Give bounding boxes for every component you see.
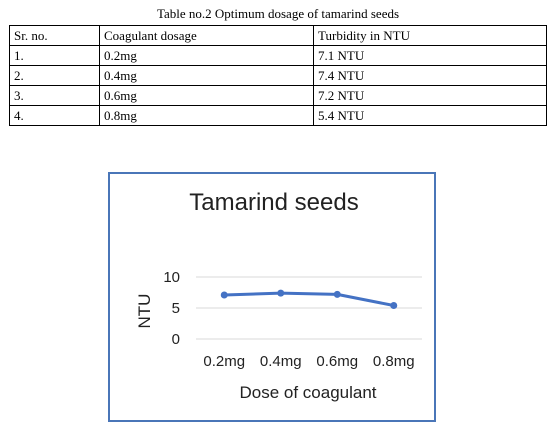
header-turbidity: Turbidity in NTU [313,25,547,46]
x-axis-label: Dose of coagulant [239,383,376,402]
table-row: 2. 0.4mg 7.4 NTU [9,65,547,86]
x-tick-label: 0.6mg [316,353,358,370]
dosage-table: Sr. no. Coagulant dosage Turbidity in NT… [9,25,547,126]
series-layer [220,289,398,310]
x-tick-label: 0.4mg [260,353,302,370]
y-tick-label: 10 [163,269,180,286]
x-axis-ticks: 0.2mg 0.4mg 0.6mg 0.8mg [203,353,414,370]
y-axis-ticks: 0 5 10 [163,269,180,348]
series-line [224,291,395,307]
gridlines [196,276,422,340]
table-row: 1. 0.2mg 7.1 NTU [9,45,547,66]
data-point [333,290,341,298]
cell-turbidity: 7.1 NTU [313,45,547,66]
table-row: 3. 0.6mg 7.2 NTU [9,85,547,106]
data-point [220,291,228,299]
x-tick-label: 0.8mg [373,353,415,370]
y-tick-label: 5 [172,300,180,317]
table-caption: Table no.2 Optimum dosage of tamarind se… [156,6,400,21]
data-point [277,289,285,297]
chart-frame: Tamarind seeds 0 5 10 0.2mg 0.4mg 0.6mg 0.8mg… [108,172,436,422]
cell-sr-no: 3. [9,85,100,106]
cell-dosage: 0.6mg [99,85,314,106]
data-point [390,302,398,310]
line-chart: Tamarind seeds 0 5 10 0.2mg 0.4mg 0.6mg 0.8mg… [135,189,422,402]
cell-dosage: 0.8mg [99,105,314,126]
chart-title: Tamarind seeds [189,189,358,216]
y-axis-label: NTU [135,294,154,329]
cell-turbidity: 7.2 NTU [313,85,547,106]
table-row: 4. 0.8mg 5.4 NTU [9,105,547,126]
header-coagulant-dosage: Coagulant dosage [99,25,314,46]
y-tick-label: 0 [172,331,180,348]
table-header-row: Sr. no. Coagulant dosage Turbidity in NT… [9,25,547,46]
cell-turbidity: 5.4 NTU [313,105,547,126]
cell-dosage: 0.2mg [99,45,314,66]
cell-turbidity: 7.4 NTU [313,65,547,86]
x-tick-label: 0.2mg [203,353,245,370]
cell-dosage: 0.4mg [99,65,314,86]
cell-sr-no: 1. [9,45,100,66]
cell-sr-no: 2. [9,65,100,86]
header-sr-no: Sr. no. [9,25,100,46]
cell-sr-no: 4. [9,105,100,126]
